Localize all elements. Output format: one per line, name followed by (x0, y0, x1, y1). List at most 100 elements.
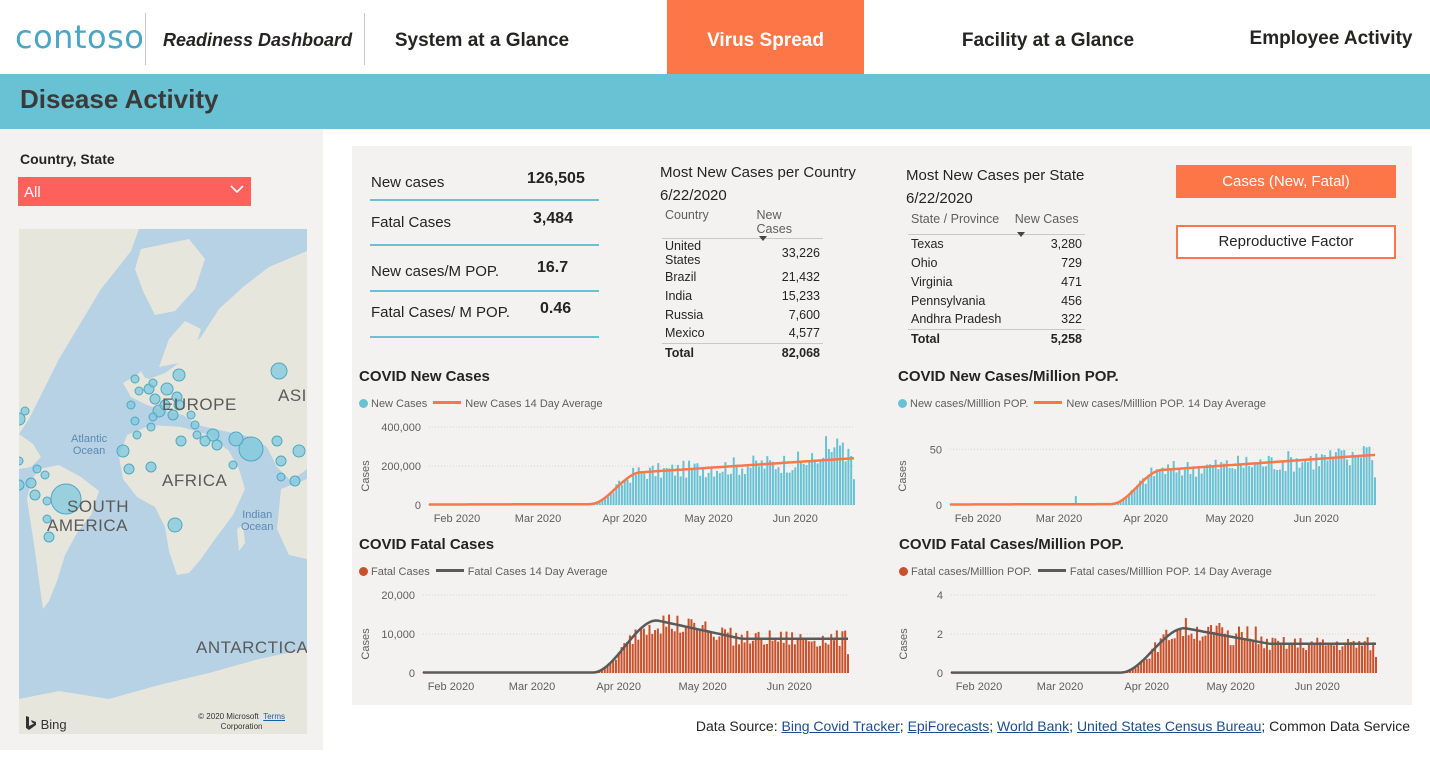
tab-system-at-a-glance[interactable]: System at a Glance (394, 30, 570, 51)
contoso-logo[interactable]: contoso (15, 18, 145, 56)
chart-bar (1159, 638, 1162, 673)
table-row[interactable]: India 15,233 (662, 286, 823, 305)
legend-item[interactable]: Fatal Cases (371, 566, 430, 578)
chart-bar (699, 475, 702, 505)
column-header-country[interactable]: Country (662, 208, 743, 239)
link-epiforecasts[interactable]: EpiForecasts (907, 718, 990, 734)
chart-bar (1237, 626, 1240, 673)
table-row[interactable]: Brazil 21,432 (662, 267, 823, 286)
link-bing-covid-tracker[interactable]: Bing Covid Tracker (781, 718, 900, 734)
chart-bar (774, 469, 777, 505)
chart-bar (746, 630, 749, 673)
tab-employee-activity[interactable]: Employee Activity (1249, 28, 1413, 49)
chart-bar (749, 467, 752, 505)
chart-bar (634, 629, 637, 673)
chart-bar (755, 460, 758, 505)
chart-bar (1215, 625, 1218, 673)
legend-item[interactable]: New cases/Milllion POP. 14 Day Average (1066, 398, 1266, 410)
map-label-europe: EUROPE (162, 395, 237, 414)
link-us-census-bureau[interactable]: United States Census Bureau (1076, 718, 1262, 734)
reproductive-factor-button[interactable]: Reproductive Factor (1176, 225, 1396, 259)
chart-legend: New cases/Milllion POP. New cases/Milllio… (898, 398, 1266, 410)
legend-item[interactable]: New Cases 14 Day Average (465, 398, 603, 410)
table-row[interactable]: Virginia 471 (908, 272, 1085, 291)
tab-facility-at-a-glance[interactable]: Facility at a Glance (961, 30, 1135, 51)
x-tick-label: Jun 2020 (773, 513, 818, 525)
chart-bar (853, 479, 855, 505)
chart-bar (1296, 647, 1299, 673)
legend-item[interactable]: Fatal cases/Milllion POP. (911, 566, 1032, 578)
chart-bar (777, 467, 780, 505)
kpi-label: Fatal Cases (371, 214, 452, 231)
legend-item[interactable]: Fatal cases/Milllion POP. 14 Day Average (1069, 566, 1272, 578)
y-tick-label: 20,000 (381, 590, 415, 602)
nav-divider (145, 13, 146, 65)
chart-bar (709, 631, 712, 673)
legend-item[interactable]: Fatal Cases 14 Day Average (467, 566, 608, 578)
terms-link[interactable]: Terms (263, 712, 285, 721)
chart-bar (612, 492, 615, 505)
chart-bar (735, 632, 738, 673)
chart-bar (688, 460, 691, 505)
chart-bar (833, 447, 836, 505)
legend-item[interactable]: New Cases (371, 398, 428, 410)
chart-bar (766, 456, 769, 505)
table-row[interactable]: Texas 3,280 (908, 234, 1085, 253)
chart-bar (1281, 461, 1284, 505)
chart-bar (1235, 633, 1238, 673)
row-name: Mexico (665, 326, 705, 341)
link-world-bank[interactable]: World Bank (997, 718, 1070, 734)
chart-bar (1254, 626, 1257, 673)
row-name: India (665, 288, 693, 303)
row-value: 21,432 (781, 269, 820, 284)
table-row[interactable]: Pennsylvania 456 (908, 291, 1085, 310)
chart-fatal-cases-per-million: COVID Fatal Cases/Million POP. Fatal cas… (898, 536, 1399, 696)
y-axis-label: Cases (897, 460, 909, 492)
chart-bar (1161, 467, 1164, 505)
table-row[interactable]: United States 33,226 (662, 239, 823, 267)
chart-bar (1225, 460, 1228, 505)
table-row[interactable]: Andhra Pradesh 322 (908, 310, 1085, 329)
kpi-value: 3,484 (533, 210, 574, 227)
tab-virus-spread[interactable]: Virus Spread (667, 0, 864, 74)
column-header-new-cases[interactable]: New Cases (1008, 212, 1085, 237)
chart-bar (1168, 640, 1171, 673)
table-row[interactable]: Ohio 729 (908, 253, 1085, 272)
table-row[interactable]: Mexico 4,577 (662, 324, 823, 343)
table-row[interactable]: Russia 7,600 (662, 305, 823, 324)
chart-bar (1221, 627, 1224, 673)
chart-bar (1253, 463, 1256, 505)
row-name: Pennsylvania (911, 293, 986, 308)
chart-bar (710, 468, 713, 505)
chart-bar (754, 633, 757, 673)
ocean-label-line: Ocean (72, 445, 106, 457)
chart-bar (805, 639, 808, 673)
chart-bar (1151, 648, 1154, 673)
chart-bar (724, 462, 727, 505)
row-name: Brazil (665, 269, 697, 284)
legend-item[interactable]: New cases/Milllion POP. (910, 398, 1029, 410)
chart-bar (600, 669, 603, 673)
chart-bar (740, 634, 743, 673)
chart-bar (827, 644, 830, 673)
chart-bar (793, 644, 796, 673)
chart-bar (1136, 485, 1139, 505)
kpi-label: New cases/M POP. (371, 263, 500, 280)
chart-bar (1218, 622, 1221, 673)
country-state-dropdown[interactable]: All (18, 177, 251, 206)
column-header-new-cases[interactable]: New Cases (742, 208, 823, 241)
chart-bar (791, 470, 794, 505)
chart-bar (662, 615, 665, 673)
map-copyright: © 2020 Microsoft Terms Corporation (198, 712, 285, 732)
chart-bar (657, 463, 660, 505)
chart-bar (1260, 636, 1263, 673)
cases-new-fatal-button[interactable]: Cases (New, Fatal) (1176, 165, 1396, 198)
column-header-state[interactable]: State / Province (908, 212, 1009, 235)
chart-bar (752, 455, 755, 505)
chart-bar (1165, 629, 1168, 673)
state-table: State / Province New Cases Texas 3,280 Oh… (908, 212, 1085, 348)
chart-bar (1209, 464, 1212, 505)
chart-bar (1148, 658, 1151, 673)
